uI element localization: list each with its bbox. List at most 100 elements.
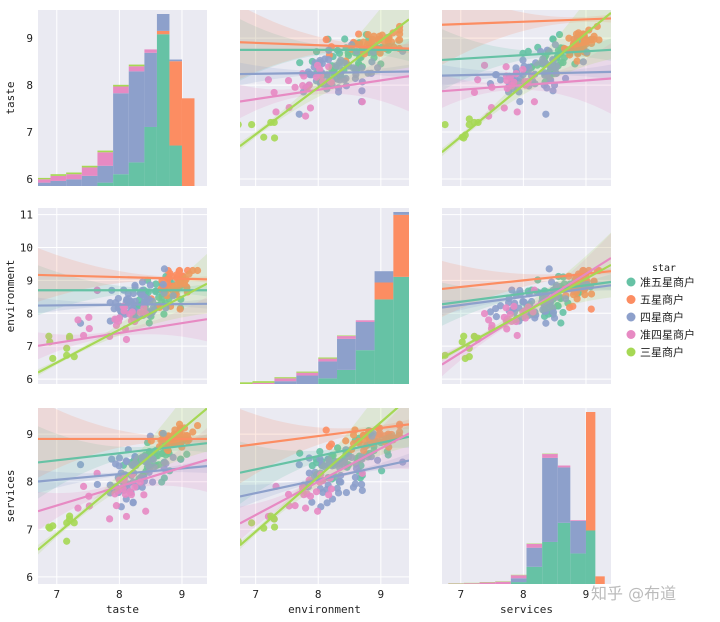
hist-bar (113, 93, 129, 175)
hist-bar (374, 282, 394, 300)
scatter-point (358, 64, 366, 72)
legend-entry: 准四星商户 (640, 328, 695, 342)
scatter-point (121, 490, 130, 498)
scatter-point (316, 448, 324, 456)
hist-bar (209, 382, 231, 384)
scatter-point (85, 313, 93, 321)
scatter-point (442, 121, 449, 129)
scatter-point (333, 444, 342, 452)
scatter-point (552, 62, 561, 70)
hist-bar (318, 378, 338, 384)
scatter-point (324, 455, 333, 464)
hist-bar (81, 167, 98, 176)
hist-bar (337, 369, 356, 384)
hist-bar (81, 175, 98, 186)
scatter-point (375, 430, 383, 438)
scatter-point (284, 76, 293, 85)
y-axis-label-services: services (4, 470, 17, 523)
scatter-point (229, 522, 236, 529)
hist-bar (97, 165, 114, 183)
scatter-point (549, 308, 558, 316)
scatter-point (74, 504, 82, 512)
panel-services-vs-taste (38, 408, 207, 584)
scatter-point (303, 490, 311, 498)
scatter-point (112, 321, 121, 330)
scatter-point (108, 455, 116, 463)
scatter-point (519, 65, 527, 74)
regression-band (38, 408, 207, 478)
watermark: 知乎 @布道 (591, 584, 676, 603)
scatter-point (152, 280, 160, 288)
panel-services-vs-environment (229, 408, 409, 584)
scatter-point (160, 458, 169, 466)
scatter-point (129, 289, 138, 298)
regression-line (442, 270, 611, 291)
scatter-point (528, 297, 536, 306)
scatter-point (169, 453, 177, 462)
scatter-point (587, 290, 596, 298)
legend-marker (626, 295, 636, 304)
regression-band (240, 40, 409, 119)
scatter-point (63, 344, 71, 352)
regression-band (442, 43, 611, 114)
scatter-point (384, 451, 392, 459)
scatter-point (305, 469, 313, 477)
scatter-point (327, 78, 335, 86)
y-tick-label: 6 (26, 571, 33, 584)
scatter-point (368, 58, 376, 66)
y-tick-label: 7 (26, 126, 33, 139)
scatter-point (364, 40, 372, 48)
hist-bar (274, 378, 297, 382)
scatter-point (183, 450, 191, 458)
regression-line (442, 70, 611, 77)
scatter-point (368, 432, 376, 440)
scatter-point (323, 499, 331, 507)
scatter-point (183, 266, 192, 275)
scatter-point (565, 34, 573, 42)
regression-band (240, 408, 409, 541)
scatter-point (322, 426, 330, 434)
y-tick-label: 8 (26, 79, 33, 92)
scatter-point (122, 512, 131, 521)
hist-bar (66, 179, 82, 186)
scatter-point (159, 429, 167, 438)
hist-bar (495, 581, 511, 584)
hist-bar (585, 530, 596, 584)
scatter-point (378, 467, 386, 475)
hist-bar (50, 175, 67, 181)
scatter-point (458, 338, 466, 346)
regression-line (240, 41, 409, 50)
scatter-point (485, 316, 493, 324)
regression-line (38, 273, 207, 281)
hist-bar (38, 179, 51, 183)
regression-band (38, 427, 207, 531)
scatter-point (337, 72, 345, 80)
scatter-point (296, 59, 304, 67)
scatter-point (193, 266, 202, 275)
hist-bar (510, 578, 527, 583)
scatter-point (342, 488, 351, 497)
scatter-point (492, 313, 500, 321)
scatter-point (270, 523, 279, 531)
scatter-point (358, 87, 366, 95)
scatter-point (384, 37, 392, 46)
scatter-point (549, 87, 557, 95)
hist-bar (318, 358, 338, 362)
hist-bar (4, 184, 20, 186)
scatter-point (106, 515, 114, 523)
regression-line (38, 442, 207, 464)
hist-bar (337, 336, 356, 339)
regression-line (240, 408, 399, 547)
regression-line (240, 423, 409, 448)
hist-bar (252, 381, 275, 383)
scatter-point (45, 332, 53, 340)
scatter-point (376, 49, 384, 57)
scatter-point (374, 64, 382, 72)
scatter-point (587, 305, 595, 313)
scatter-point (270, 88, 278, 97)
scatter-point (291, 83, 299, 91)
hist-bar (66, 172, 82, 175)
scatter-point (358, 486, 366, 495)
y-tick-label: 6 (26, 373, 33, 386)
